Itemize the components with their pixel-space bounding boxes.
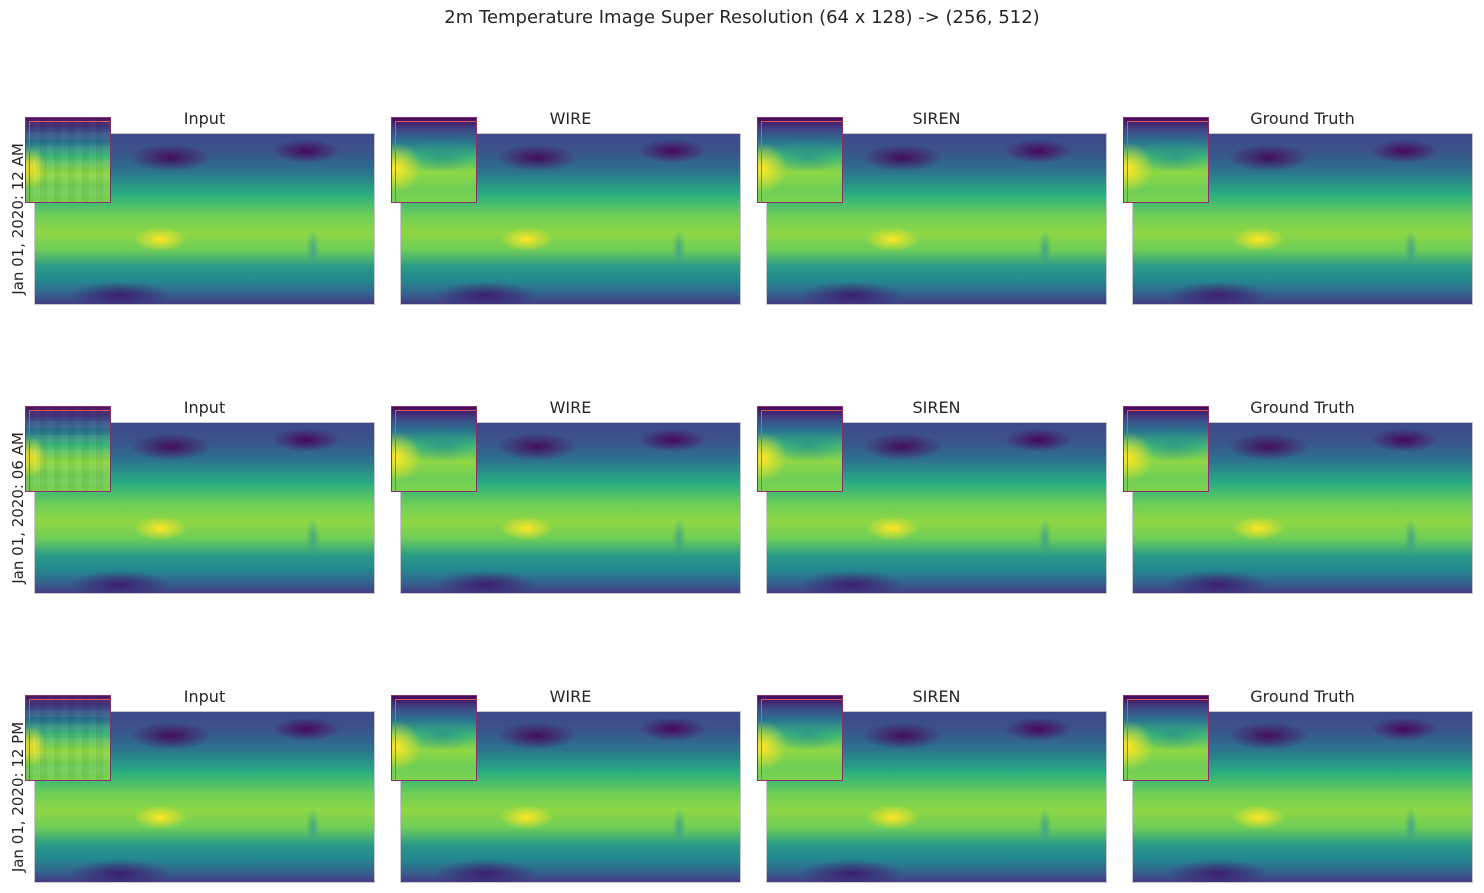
zoom-inset: [25, 695, 111, 781]
figure-title: 2m Temperature Image Super Resolution (6…: [444, 7, 1040, 28]
inset-highlight-box: [395, 121, 476, 202]
panel-title: Ground Truth: [1250, 109, 1355, 128]
inset-highlight-box: [1127, 699, 1208, 780]
inset-highlight-box: [761, 410, 842, 491]
panel-title: Input: [183, 687, 226, 706]
panel-title: SIREN: [912, 398, 961, 417]
inset-highlight-box: [29, 121, 110, 202]
zoom-inset: [1123, 406, 1209, 492]
zoom-inset: [391, 695, 477, 781]
panel-title: WIRE: [549, 687, 592, 706]
panel-title: WIRE: [549, 398, 592, 417]
zoom-inset: [1123, 695, 1209, 781]
zoom-inset: [391, 117, 477, 203]
panel-title: SIREN: [912, 687, 961, 706]
panel-title: Ground Truth: [1250, 398, 1355, 417]
zoom-inset: [1123, 117, 1209, 203]
panel-title: Input: [183, 109, 226, 128]
panel-title: WIRE: [549, 109, 592, 128]
zoom-inset: [757, 695, 843, 781]
inset-highlight-box: [29, 699, 110, 780]
zoom-inset: [757, 406, 843, 492]
zoom-inset: [25, 406, 111, 492]
inset-highlight-box: [1127, 121, 1208, 202]
zoom-inset: [757, 117, 843, 203]
panel-title: Input: [183, 398, 226, 417]
inset-highlight-box: [761, 699, 842, 780]
inset-highlight-box: [761, 121, 842, 202]
inset-highlight-box: [1127, 410, 1208, 491]
panel-title: SIREN: [912, 109, 961, 128]
panel-title: Ground Truth: [1250, 687, 1355, 706]
zoom-inset: [391, 406, 477, 492]
inset-highlight-box: [395, 699, 476, 780]
inset-highlight-box: [29, 410, 110, 491]
zoom-inset: [25, 117, 111, 203]
inset-highlight-box: [395, 410, 476, 491]
